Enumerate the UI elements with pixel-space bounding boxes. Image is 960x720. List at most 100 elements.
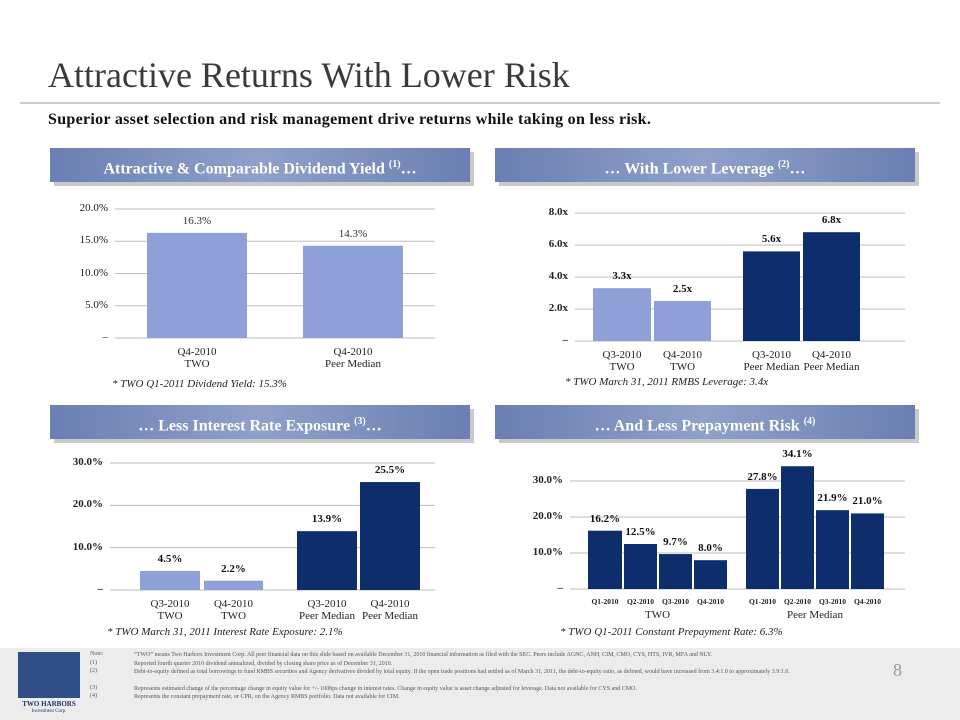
value-label: 27.8% bbox=[747, 470, 778, 483]
slide-subtitle: Superior asset selection and risk manage… bbox=[48, 111, 652, 128]
footnote-text: “TWO” means Two Harbors Investment Corp.… bbox=[134, 652, 712, 658]
panel-header: … Less Interest Rate Exposure (3)… bbox=[50, 405, 470, 439]
logo-mark bbox=[18, 652, 80, 698]
y-tick-label: – bbox=[97, 583, 104, 595]
bar bbox=[654, 301, 711, 341]
footnote-text: Reported fourth quarter 2010 dividend an… bbox=[134, 660, 393, 667]
y-tick-label: 8.0x bbox=[548, 206, 568, 218]
value-label: 2.5x bbox=[672, 283, 693, 295]
value-label: 12.5% bbox=[625, 526, 656, 538]
bar bbox=[743, 251, 800, 341]
value-label: 34.1% bbox=[782, 448, 813, 461]
y-tick-label: 15.0% bbox=[79, 234, 108, 247]
value-label: 9.7% bbox=[663, 536, 688, 549]
title-end: … bbox=[789, 160, 806, 178]
page-number: 8 bbox=[893, 660, 902, 680]
title-end: … bbox=[400, 160, 417, 178]
y-tick-label: 20.0% bbox=[532, 510, 563, 522]
title-end: … bbox=[365, 417, 382, 435]
value-label: 25.5% bbox=[374, 464, 406, 477]
panel-title: Less Interest Rate Exposure bbox=[158, 417, 351, 435]
bar bbox=[746, 488, 779, 589]
value-label: 5.6x bbox=[761, 233, 782, 246]
footer-band bbox=[0, 648, 960, 720]
slide-title: Attractive Returns With Lower Risk bbox=[48, 55, 570, 95]
y-tick-label: – bbox=[562, 334, 569, 346]
panel-header: Attractive & Comparable Dividend Yield (… bbox=[50, 148, 470, 182]
value-label: 16.2% bbox=[589, 512, 621, 525]
logo-text: TWO HARBORS bbox=[22, 700, 76, 708]
x-tick-label: Q1-2010 bbox=[748, 597, 777, 606]
chart-note: * TWO March 31, 2011 RMBS Leverage: 3.4x bbox=[565, 376, 769, 388]
title-lead: … bbox=[594, 417, 611, 435]
x-tick-label: Q1-2010 bbox=[591, 597, 619, 606]
footnote-marker: (1) bbox=[90, 659, 97, 666]
panel-title: And Less Prepayment Risk bbox=[613, 417, 800, 435]
panel-title: Attractive & Comparable Dividend Yield bbox=[103, 160, 385, 178]
value-label: 2.2% bbox=[221, 562, 246, 575]
y-tick-label: 6.0x bbox=[548, 238, 568, 250]
bar bbox=[140, 570, 200, 590]
y-tick-label: 20.0% bbox=[72, 498, 103, 511]
title-ref: (3) bbox=[354, 416, 366, 427]
footnote-marker: (3) bbox=[90, 684, 97, 691]
value-label: 14.3% bbox=[338, 227, 368, 240]
value-label: 21.0% bbox=[852, 495, 883, 508]
bar bbox=[588, 530, 622, 589]
chart-note: * TWO March 31, 2011 Interest Rate Expos… bbox=[107, 626, 343, 638]
x-tick-label: Q3-2010 bbox=[818, 597, 847, 606]
logo-subtext: Investment Corp. bbox=[31, 709, 67, 714]
footnote-marker: (2) bbox=[90, 668, 97, 675]
y-tick-label: 20.0% bbox=[79, 202, 108, 214]
bar bbox=[781, 466, 814, 589]
x-tick-label: Q4-2010 TWO bbox=[213, 598, 254, 622]
x-tick-label: Q4-2010 TWO bbox=[177, 346, 217, 370]
x-tick-label: Q3-2010 Peer Median bbox=[299, 598, 355, 622]
bar bbox=[147, 232, 247, 338]
footnote-marker: (4) bbox=[90, 693, 97, 700]
value-label: 6.8x bbox=[821, 214, 842, 227]
title-ref: (2) bbox=[777, 159, 790, 170]
title-ref: (4) bbox=[803, 416, 816, 427]
panel-header: … And Less Prepayment Risk (4) bbox=[495, 405, 915, 439]
x-tick-label: Q4-2010 TWO bbox=[662, 349, 703, 373]
panel-title: With Lower Leverage bbox=[624, 160, 774, 178]
chart-note: * TWO Q1-2011 Dividend Yield: 15.3% bbox=[112, 378, 287, 390]
x-tick-label: Q3-2010 Peer Median bbox=[743, 349, 800, 373]
x-tick-label: Q4-2010 Peer Median bbox=[325, 346, 381, 370]
y-tick-label: 10.0% bbox=[79, 266, 108, 279]
y-tick-label: 30.0% bbox=[72, 456, 103, 468]
panel-header: … With Lower Leverage (2)… bbox=[495, 148, 915, 182]
value-label: 16.3% bbox=[182, 214, 212, 227]
y-tick-label: – bbox=[102, 331, 109, 343]
value-label: 4.5% bbox=[157, 552, 183, 565]
chart-note: * TWO Q1-2011 Constant Prepayment Rate: … bbox=[560, 626, 783, 638]
x-tick-label: Q4-2010 Peer Median bbox=[803, 349, 860, 373]
bar bbox=[297, 531, 357, 590]
x-tick-label: Q4-2010 bbox=[853, 597, 882, 606]
bar bbox=[851, 513, 884, 589]
y-tick-label: 4.0x bbox=[548, 270, 568, 282]
bar bbox=[624, 544, 657, 589]
y-tick-label: 5.0% bbox=[85, 298, 108, 311]
bar bbox=[694, 560, 727, 589]
y-tick-label: 10.0% bbox=[72, 540, 103, 553]
value-label: 13.9% bbox=[311, 513, 343, 526]
x-tick-label: Q4-2010 Peer Median bbox=[362, 598, 418, 622]
x-tick-label: Q3-2010 TWO bbox=[602, 349, 642, 373]
x-tick-label: Q2-2010 bbox=[626, 597, 655, 606]
group-label: Peer Median bbox=[787, 609, 843, 621]
y-tick-label: 10.0% bbox=[532, 546, 563, 558]
value-label: 3.3x bbox=[612, 270, 632, 283]
bar bbox=[360, 482, 420, 590]
footnote-text: Represents estimated change of the perce… bbox=[134, 685, 637, 692]
bar bbox=[803, 232, 860, 341]
bar bbox=[593, 288, 651, 341]
bar bbox=[204, 580, 263, 590]
value-label: 21.9% bbox=[817, 492, 848, 505]
x-tick-label: Q3-2010 TWO bbox=[150, 598, 190, 622]
value-label: 8.0% bbox=[698, 542, 723, 555]
bar bbox=[659, 554, 692, 589]
